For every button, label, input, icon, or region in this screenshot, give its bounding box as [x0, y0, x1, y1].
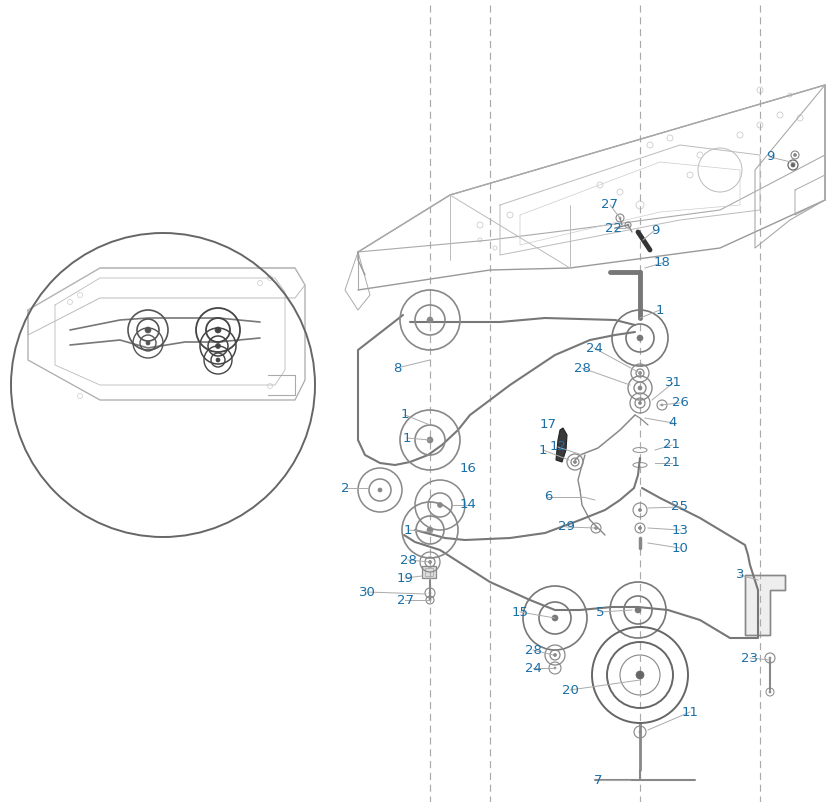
Text: 14: 14: [459, 499, 477, 512]
Circle shape: [553, 654, 557, 657]
Circle shape: [552, 615, 558, 621]
Text: 1: 1: [403, 431, 411, 444]
Text: 23: 23: [742, 651, 758, 665]
Text: 6: 6: [544, 491, 553, 504]
Text: 20: 20: [562, 683, 578, 696]
Text: 8: 8: [393, 362, 401, 375]
Text: 19: 19: [396, 572, 414, 585]
Text: 24: 24: [586, 342, 602, 354]
Polygon shape: [556, 428, 567, 462]
Circle shape: [794, 153, 796, 156]
Text: 21: 21: [663, 456, 681, 469]
Circle shape: [619, 217, 621, 219]
Bar: [422, 566, 436, 578]
Circle shape: [638, 371, 642, 375]
Text: 1: 1: [539, 444, 548, 456]
Text: 17: 17: [539, 419, 557, 431]
Text: 26: 26: [672, 396, 688, 410]
Text: 1: 1: [656, 303, 664, 317]
Circle shape: [638, 508, 642, 512]
Circle shape: [638, 386, 642, 390]
Text: 1: 1: [401, 408, 409, 422]
Text: 4: 4: [669, 416, 677, 430]
Text: 24: 24: [525, 662, 541, 674]
Circle shape: [145, 327, 151, 333]
Circle shape: [636, 671, 644, 679]
Circle shape: [639, 731, 641, 733]
Text: 21: 21: [663, 439, 681, 452]
Circle shape: [146, 341, 150, 345]
Circle shape: [427, 527, 433, 533]
Text: 27: 27: [601, 199, 619, 212]
Circle shape: [661, 404, 663, 406]
Text: 25: 25: [672, 500, 689, 513]
Text: 7: 7: [594, 773, 602, 787]
Text: 3: 3: [736, 569, 744, 581]
Text: 9: 9: [766, 151, 774, 164]
Text: 1: 1: [404, 524, 412, 537]
Circle shape: [595, 526, 597, 529]
Circle shape: [438, 503, 443, 508]
Text: 18: 18: [653, 257, 671, 269]
Circle shape: [769, 691, 771, 693]
Text: 12: 12: [549, 440, 567, 453]
Circle shape: [429, 592, 431, 594]
Circle shape: [638, 526, 642, 529]
Circle shape: [627, 224, 629, 226]
Text: 27: 27: [396, 593, 414, 606]
Text: 30: 30: [358, 585, 376, 598]
Circle shape: [791, 163, 795, 167]
Text: 22: 22: [605, 221, 623, 234]
Circle shape: [573, 460, 577, 464]
Text: 13: 13: [672, 524, 689, 537]
Text: 28: 28: [525, 643, 541, 657]
Text: 10: 10: [672, 541, 688, 554]
Text: 29: 29: [558, 520, 574, 533]
Circle shape: [769, 657, 771, 659]
Text: 15: 15: [511, 606, 529, 618]
Bar: [425, 568, 433, 576]
Circle shape: [427, 437, 433, 443]
Circle shape: [429, 561, 431, 564]
Circle shape: [427, 317, 433, 323]
Text: 5: 5: [596, 606, 605, 618]
Circle shape: [635, 607, 641, 613]
Circle shape: [554, 667, 556, 669]
Text: 28: 28: [400, 553, 416, 566]
Circle shape: [637, 335, 643, 341]
Polygon shape: [745, 575, 785, 635]
Text: 16: 16: [459, 461, 477, 475]
Circle shape: [216, 343, 221, 349]
Text: 28: 28: [573, 362, 591, 375]
Circle shape: [378, 488, 382, 492]
Circle shape: [215, 327, 221, 333]
Text: 31: 31: [664, 376, 681, 390]
Text: 9: 9: [651, 224, 659, 237]
Circle shape: [638, 402, 642, 404]
Text: 11: 11: [681, 706, 699, 719]
Circle shape: [216, 358, 220, 362]
Circle shape: [429, 599, 431, 601]
Text: 2: 2: [341, 481, 349, 495]
